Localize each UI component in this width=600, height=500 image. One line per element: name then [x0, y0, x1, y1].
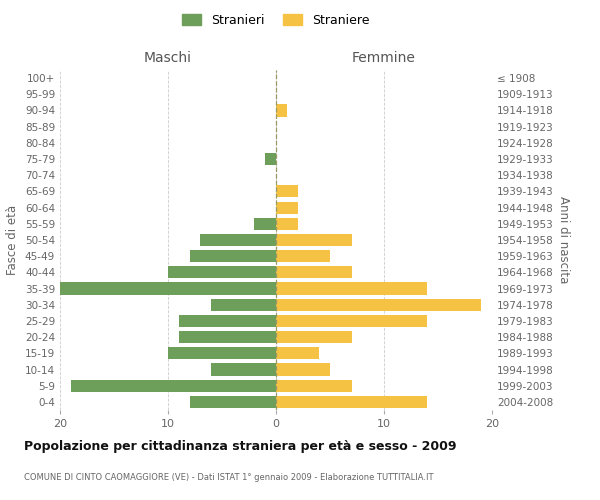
Bar [276, 364, 330, 376]
Bar [276, 282, 427, 294]
Bar [276, 104, 287, 117]
Bar [276, 266, 352, 278]
Bar [276, 202, 298, 213]
Text: Popolazione per cittadinanza straniera per età e sesso - 2009: Popolazione per cittadinanza straniera p… [24, 440, 457, 453]
Bar [276, 250, 330, 262]
Text: COMUNE DI CINTO CAOMAGGIORE (VE) - Dati ISTAT 1° gennaio 2009 - Elaborazione TUT: COMUNE DI CINTO CAOMAGGIORE (VE) - Dati … [24, 473, 433, 482]
Bar [168, 348, 276, 360]
Bar [168, 266, 276, 278]
Y-axis label: Anni di nascita: Anni di nascita [557, 196, 570, 284]
Bar [276, 331, 352, 343]
Bar [276, 315, 427, 327]
Bar [179, 331, 276, 343]
Bar [200, 234, 276, 246]
Bar [265, 153, 276, 165]
Bar [71, 380, 276, 392]
Bar [276, 380, 352, 392]
Text: Maschi: Maschi [144, 51, 192, 65]
Bar [211, 364, 276, 376]
Legend: Stranieri, Straniere: Stranieri, Straniere [180, 11, 372, 29]
Bar [276, 396, 427, 408]
Bar [190, 396, 276, 408]
Bar [276, 298, 481, 311]
Bar [276, 348, 319, 360]
Text: Femmine: Femmine [352, 51, 416, 65]
Bar [276, 234, 352, 246]
Bar [276, 218, 298, 230]
Bar [276, 186, 298, 198]
Y-axis label: Fasce di età: Fasce di età [7, 205, 19, 275]
Bar [179, 315, 276, 327]
Bar [60, 282, 276, 294]
Bar [211, 298, 276, 311]
Bar [190, 250, 276, 262]
Bar [254, 218, 276, 230]
